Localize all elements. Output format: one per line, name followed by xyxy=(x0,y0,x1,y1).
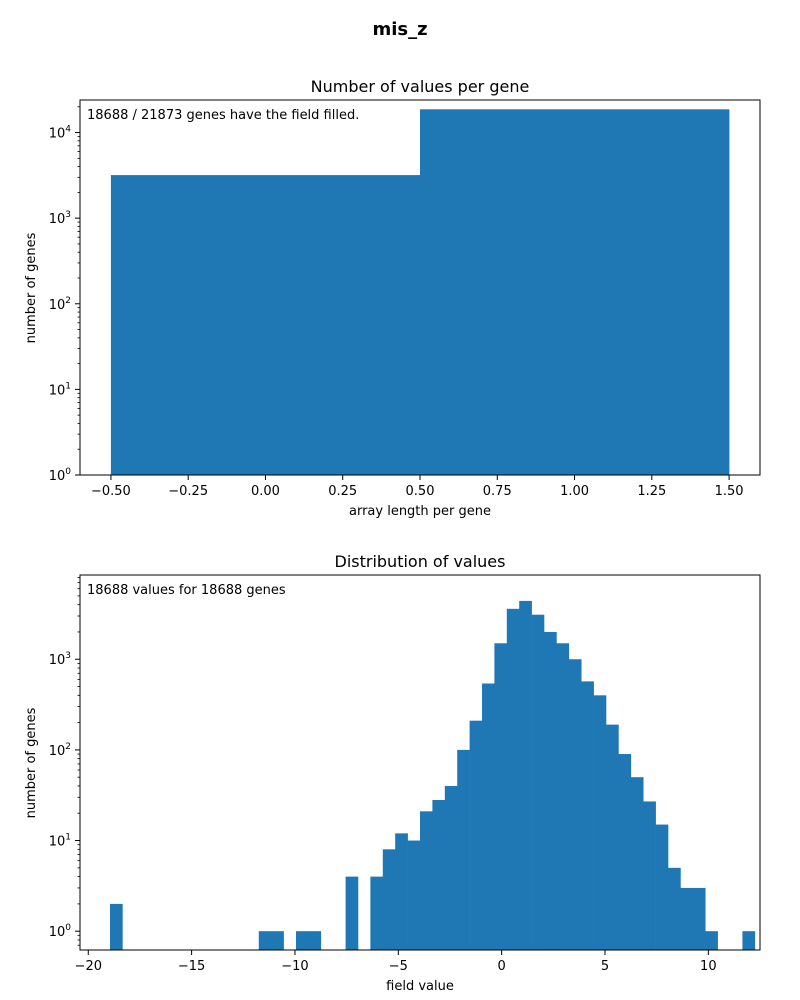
y-tick-label: 101 xyxy=(49,833,71,850)
histogram-bar-35 xyxy=(544,631,557,950)
histogram-bar-22 xyxy=(382,849,396,950)
x-tick-label: 1.50 xyxy=(715,484,744,499)
histogram-bar-15 xyxy=(295,931,309,950)
x-tick-label: 0.00 xyxy=(251,484,280,499)
histogram-bar-44 xyxy=(655,824,669,950)
x-tick-label: 1.00 xyxy=(560,484,589,499)
y-tick-label: 101 xyxy=(49,381,71,398)
histogram-bar-21 xyxy=(370,876,384,950)
y-tick-label: 100 xyxy=(49,467,72,484)
y-tick-label: 103 xyxy=(49,210,71,227)
ticks: −0.50 −0.25 0.00 0.25 0.50 0.75 1.00 1.25 1.50 10… xyxy=(49,106,744,499)
y-tick-label: 102 xyxy=(49,742,71,759)
x-tick-label: 0.75 xyxy=(483,484,512,499)
x-tick-label: −10 xyxy=(281,959,308,974)
histogram-bar-23 xyxy=(395,833,408,950)
histogram-bar-38 xyxy=(581,681,594,950)
y-tick-label: 103 xyxy=(49,651,71,668)
plot-frame xyxy=(79,99,761,476)
histogram-bar-0 xyxy=(110,175,421,476)
annotation-text: 18688 values for 18688 genes xyxy=(87,583,286,598)
histogram-bar-19 xyxy=(345,876,359,950)
y-axis-label: number of genes xyxy=(24,707,39,818)
histogram-bar-24 xyxy=(407,840,421,950)
histogram-bar-12 xyxy=(258,931,272,950)
histogram-bar-30 xyxy=(482,683,495,950)
histogram-bar-25 xyxy=(420,811,433,950)
x-tick-label: 10 xyxy=(700,959,717,974)
x-tick-label: 5 xyxy=(601,959,609,974)
histogram-values-per-gene: Number of values per gene −0.50 −0.25 0.00… xyxy=(24,77,761,519)
x-axis-label: field value xyxy=(386,979,454,994)
x-tick-label: 1.25 xyxy=(637,484,666,499)
y-tick-label: 104 xyxy=(49,125,72,142)
histogram-bar-32 xyxy=(506,608,520,950)
histogram-bar-41 xyxy=(618,754,632,950)
histogram-bar-45 xyxy=(668,867,681,950)
histogram-bar-48 xyxy=(705,931,718,950)
annotation-text: 18688 / 21873 genes have the field fille… xyxy=(87,108,359,123)
x-axis-label: array length per gene xyxy=(349,504,491,519)
histogram-bar-40 xyxy=(606,724,619,950)
x-tick-label: −5 xyxy=(389,959,408,974)
histogram-bar-16 xyxy=(308,931,322,950)
figure-suptitle: mis_z xyxy=(372,19,427,40)
histogram-bar-28 xyxy=(457,749,470,950)
x-tick-label: 0 xyxy=(498,959,506,974)
histogram-bar-13 xyxy=(271,931,284,950)
bars xyxy=(110,109,730,476)
histogram-bar-43 xyxy=(643,801,656,950)
panel-title: Number of values per gene xyxy=(311,77,530,96)
histogram-bar-42 xyxy=(630,777,644,950)
histogram-bar-47 xyxy=(692,887,706,950)
y-tick-label: 100 xyxy=(49,923,72,940)
bars xyxy=(109,600,756,950)
histogram-bar-37 xyxy=(568,659,582,950)
x-tick-label: −15 xyxy=(178,959,205,974)
histogram-bar-46 xyxy=(680,887,694,950)
x-tick-label: −0.50 xyxy=(91,484,131,499)
x-tick-label: −0.25 xyxy=(168,484,208,499)
histogram-bar-33 xyxy=(519,600,532,950)
plot-frame xyxy=(79,574,761,951)
x-tick-label: 0.25 xyxy=(328,484,357,499)
x-tick-label: −20 xyxy=(75,959,102,974)
histogram-distribution-of-values: Distribution of values −20 −15 −10 −5 0 5 10 10… xyxy=(24,552,761,994)
histogram-bar-26 xyxy=(432,800,446,950)
histogram-bar-0 xyxy=(109,903,123,950)
y-axis-label: number of genes xyxy=(24,232,39,343)
panel-title: Distribution of values xyxy=(335,552,506,571)
x-tick-label: 0.50 xyxy=(406,484,435,499)
histogram-bar-31 xyxy=(494,643,508,950)
histogram-bar-34 xyxy=(531,614,545,950)
y-tick-label: 102 xyxy=(49,296,71,313)
histogram-bar-1 xyxy=(420,109,730,476)
histogram-bar-27 xyxy=(444,785,458,950)
histogram-bar-39 xyxy=(593,695,607,950)
histogram-bar-36 xyxy=(556,643,570,950)
ticks: −20 −15 −10 −5 0 5 10 100 101 102 103 xyxy=(49,576,717,974)
histogram-bar-29 xyxy=(469,720,483,950)
histogram-bar-51 xyxy=(742,931,756,950)
